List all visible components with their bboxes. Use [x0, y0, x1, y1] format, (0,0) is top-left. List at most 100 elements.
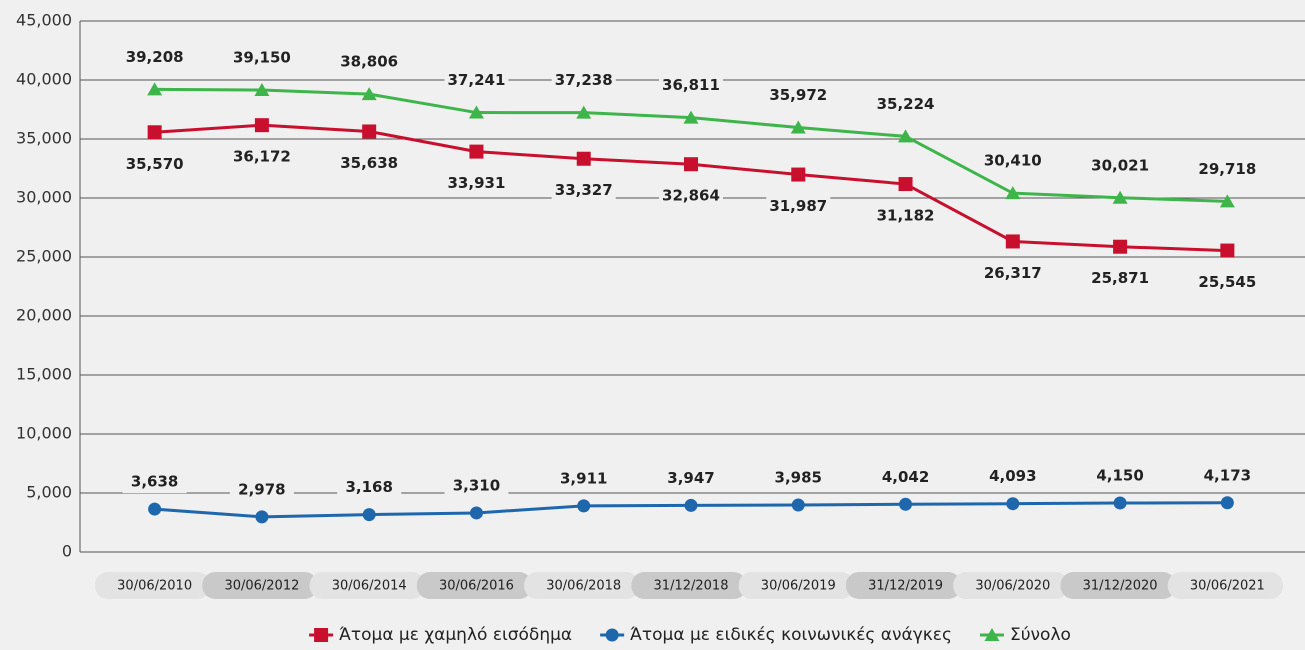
marker [147, 82, 163, 96]
marker [1113, 496, 1127, 510]
marker [1220, 496, 1234, 510]
x-tick-label: 30/06/2018 [546, 579, 621, 594]
category-pill [416, 572, 533, 599]
data-label: 2,978 [238, 480, 285, 498]
marker [790, 120, 806, 134]
label-bg [1195, 271, 1260, 294]
data-label: 39,208 [126, 48, 184, 66]
label-bg [122, 471, 187, 494]
data-label: 3,638 [131, 473, 178, 491]
data-label: 35,638 [340, 154, 398, 172]
data-label: 4,093 [989, 467, 1036, 485]
marker [684, 498, 698, 512]
data-label: 38,806 [340, 53, 398, 71]
x-tick-label: 31/12/2018 [654, 579, 729, 594]
marker [791, 167, 806, 182]
data-label: 30,410 [984, 152, 1042, 170]
data-label: 33,931 [448, 174, 506, 192]
label-bg [337, 476, 402, 499]
marker [468, 105, 484, 119]
x-tick-label: 31/12/2019 [868, 579, 943, 594]
legend-label: Άτομα με ειδικές κοινωνικές ανάγκες [630, 625, 952, 645]
marker [576, 105, 592, 119]
data-label: 37,241 [448, 71, 506, 89]
category-pill [1167, 572, 1283, 599]
label-bg [1195, 158, 1260, 181]
label-bg [980, 465, 1045, 488]
label-bg [229, 478, 294, 501]
data-label: 32,864 [662, 187, 720, 205]
marker [254, 83, 270, 97]
marker [984, 628, 1000, 641]
marker [791, 498, 805, 512]
legend-label: Σύνολο [1010, 625, 1071, 645]
label-bg [444, 69, 509, 92]
data-label: 25,871 [1091, 269, 1149, 287]
label-bg [229, 146, 294, 169]
data-label: 36,172 [233, 148, 291, 166]
data-label: 4,173 [1204, 466, 1251, 484]
label-bg [1195, 464, 1260, 487]
category-pill [1060, 572, 1176, 599]
label-bg [1088, 465, 1153, 488]
x-tick-label: 30/06/2019 [761, 579, 836, 594]
data-label: 35,972 [769, 86, 827, 104]
x-tick-label: 30/06/2014 [332, 579, 407, 594]
y-tick-label: 15,000 [16, 365, 72, 384]
data-label: 31,987 [769, 197, 827, 215]
x-tick-label: 30/06/2016 [439, 579, 514, 594]
marker [314, 628, 329, 642]
data-label: 3,168 [345, 478, 392, 496]
y-tick-label: 40,000 [16, 70, 72, 89]
y-tick-label: 45,000 [16, 11, 72, 30]
data-label: 3,310 [453, 476, 500, 494]
y-tick-label: 30,000 [16, 188, 72, 207]
category-pill [845, 572, 962, 599]
label-bg [659, 185, 723, 208]
marker [1006, 497, 1020, 511]
label-bg [444, 474, 509, 497]
category-pill [309, 572, 425, 599]
label-bg [551, 69, 616, 92]
marker [577, 499, 591, 513]
marker [1112, 190, 1128, 204]
label-bg [229, 47, 294, 70]
y-tick-label: 25,000 [16, 247, 72, 266]
marker [362, 124, 377, 139]
data-label: 31,182 [877, 207, 935, 225]
marker [1220, 243, 1235, 258]
marker [605, 628, 619, 642]
series-line [154, 87, 1228, 203]
data-label: 36,811 [662, 76, 720, 94]
label-bg [551, 179, 616, 202]
marker [1113, 239, 1128, 254]
marker [683, 110, 699, 124]
label-bg [337, 152, 402, 175]
data-label: 37,238 [555, 71, 613, 89]
label-bg [766, 466, 831, 489]
label-bg [766, 195, 831, 218]
data-label: 3,985 [775, 468, 822, 486]
data-label: 30,021 [1091, 156, 1149, 174]
marker [148, 502, 162, 516]
marker [1005, 186, 1021, 200]
data-label: 4,042 [882, 468, 929, 486]
x-tick-label: 31/12/2020 [1083, 579, 1158, 594]
category-pill [738, 572, 854, 599]
legend: Άτομα με χαμηλό εισόδημα Άτομα με ειδικές… [309, 625, 1071, 645]
x-tick-label: 30/06/2010 [117, 579, 192, 594]
label-bg [444, 172, 509, 195]
label-bg [873, 93, 938, 116]
label-bg [659, 74, 723, 97]
label-bg [122, 153, 187, 176]
label-bg [659, 467, 723, 490]
category-pill [95, 572, 211, 599]
data-label: 39,150 [233, 49, 291, 67]
marker [1219, 194, 1235, 208]
label-bg [766, 84, 831, 107]
category-pill [524, 572, 640, 599]
y-tick-label: 20,000 [16, 306, 72, 325]
y-tick-label: 10,000 [16, 424, 72, 443]
label-bg [1088, 154, 1153, 177]
